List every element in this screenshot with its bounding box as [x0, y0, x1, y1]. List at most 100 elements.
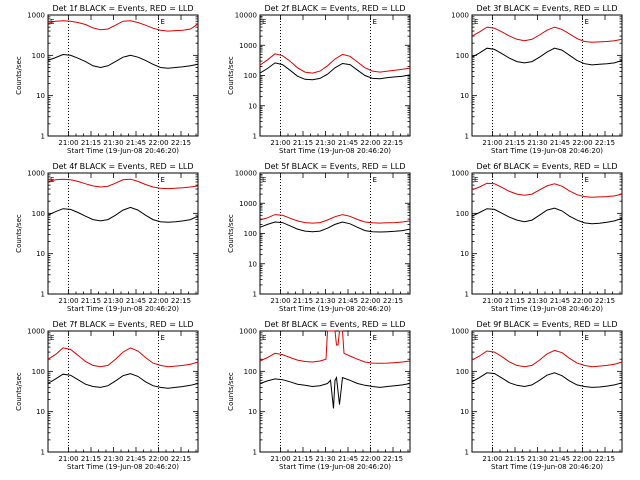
x-tick-label: 21:45 — [338, 297, 358, 305]
lld-series-line — [47, 20, 199, 32]
y-tick-label: 1 — [465, 449, 469, 457]
events-series-line — [471, 47, 623, 66]
y-tick-label: 1000 — [451, 328, 469, 336]
marker-e-label: E — [585, 176, 589, 184]
x-tick-label: 22:15 — [383, 455, 403, 463]
events-series-line — [259, 221, 411, 233]
y-tick-label: 1000 — [239, 328, 257, 336]
plot-frame — [259, 14, 411, 137]
y-tick-label: 100 — [32, 210, 45, 218]
x-tick-label: 21:45 — [550, 139, 570, 147]
x-tick-label: 22:00 — [572, 455, 592, 463]
lld-series-line — [259, 214, 411, 224]
x-tick-label: 21:15 — [81, 297, 101, 305]
marker-e-label: E — [50, 334, 54, 342]
y-axis-label: Counts/sec — [15, 56, 23, 95]
lld-series-line — [47, 178, 199, 190]
marker-e-label: E — [474, 18, 478, 26]
x-tick-label: 21:00 — [270, 455, 290, 463]
marker-e-label: E — [161, 18, 165, 26]
x-tick-label: 21:30 — [103, 455, 123, 463]
x-tick-label: 21:15 — [81, 139, 101, 147]
chart-title: Det 4f BLACK = Events, RED = LLD — [52, 162, 193, 171]
y-axis-label: Counts/sec — [227, 372, 235, 411]
x-tick-label: 21:45 — [338, 455, 358, 463]
plot-frame — [47, 330, 199, 453]
y-tick-label: 10 — [36, 250, 45, 258]
x-tick-label: 21:30 — [527, 139, 547, 147]
plot-frame — [259, 330, 411, 453]
events-series-line — [471, 207, 623, 225]
x-tick-label: 21:45 — [126, 455, 146, 463]
x-tick-label: 22:15 — [171, 139, 191, 147]
y-tick-label: 1 — [253, 449, 257, 457]
plot-frame — [47, 14, 199, 137]
y-tick-label: 10 — [248, 260, 257, 268]
y-tick-label: 10000 — [235, 12, 257, 20]
marker-e-label: E — [474, 176, 478, 184]
lld-series-line — [47, 347, 199, 368]
x-tick-label: 21:00 — [270, 297, 290, 305]
events-series-line — [47, 373, 199, 389]
chart-title: Det 8f BLACK = Events, RED = LLD — [264, 320, 405, 329]
y-tick-label: 1000 — [239, 200, 257, 208]
y-tick-label: 100 — [456, 210, 469, 218]
x-axis-label: Start Time (19-Jun-08 20:46:20) — [67, 147, 179, 155]
lld-series-line — [259, 53, 411, 74]
lld-series-line — [471, 349, 623, 368]
x-tick-label: 22:00 — [148, 139, 168, 147]
marker-e-label: E — [585, 18, 589, 26]
y-tick-label: 1 — [253, 133, 257, 141]
x-axis-label: Start Time (19-Jun-08 20:46:20) — [279, 147, 391, 155]
marker-e-label: E — [262, 334, 266, 342]
x-tick-label: 21:45 — [126, 139, 146, 147]
chart-title: Det 3f BLACK = Events, RED = LLD — [476, 4, 617, 13]
x-tick-label: 21:00 — [58, 455, 78, 463]
y-tick-label: 1000 — [239, 42, 257, 50]
x-tick-label: 21:30 — [315, 139, 335, 147]
x-tick-label: 22:00 — [572, 139, 592, 147]
events-series-line — [47, 206, 199, 223]
x-axis-label: Start Time (19-Jun-08 20:46:20) — [491, 305, 603, 313]
y-tick-label: 1 — [465, 291, 469, 299]
chart-panel-9: Det 9f BLACK = Events, RED = LLD 1 10 100 10… — [451, 320, 623, 471]
y-tick-label: 1000 — [27, 328, 45, 336]
marker-e-label: E — [585, 334, 589, 342]
marker-e-label: E — [474, 334, 478, 342]
events-series-line — [259, 62, 411, 81]
plot-frame — [47, 172, 199, 295]
y-tick-label: 1000 — [27, 12, 45, 20]
y-axis-label: Counts/sec — [227, 214, 235, 253]
x-tick-label: 21:00 — [270, 139, 290, 147]
y-tick-label: 100 — [456, 368, 469, 376]
x-tick-label: 21:45 — [550, 297, 570, 305]
chart-title: Det 2f BLACK = Events, RED = LLD — [264, 4, 405, 13]
y-tick-label: 1 — [41, 291, 45, 299]
chart-title: Det 5f BLACK = Events, RED = LLD — [264, 162, 405, 171]
x-tick-label: 21:45 — [126, 297, 146, 305]
marker-e-label: E — [161, 334, 165, 342]
x-tick-label: 22:15 — [171, 297, 191, 305]
x-tick-label: 21:30 — [103, 139, 123, 147]
y-tick-label: 1 — [253, 291, 257, 299]
y-axis-label: Counts/sec — [15, 214, 23, 253]
x-tick-label: 21:15 — [293, 455, 313, 463]
x-tick-label: 21:45 — [338, 139, 358, 147]
x-tick-label: 22:15 — [595, 455, 615, 463]
x-axis-label: Start Time (19-Jun-08 20:46:20) — [491, 463, 603, 471]
x-tick-label: 21:15 — [293, 139, 313, 147]
chart-panel-7: Det 7f BLACK = Events, RED = LLD 1 10 100 10… — [15, 320, 199, 471]
lld-series-line — [259, 330, 411, 364]
chart-panel-4: Det 4f BLACK = Events, RED = LLD 1 10 100 10… — [15, 162, 199, 313]
x-tick-label: 21:00 — [482, 297, 502, 305]
y-tick-label: 100 — [32, 52, 45, 60]
lld-series-line — [471, 182, 623, 198]
chart-panel-8: Det 8f BLACK = Events, RED = LLD 1 10 100 10… — [227, 320, 411, 471]
x-tick-label: 21:30 — [315, 297, 335, 305]
y-tick-label: 10 — [460, 250, 469, 258]
x-tick-label: 21:15 — [505, 455, 525, 463]
x-tick-label: 22:00 — [360, 297, 380, 305]
x-tick-label: 21:00 — [482, 455, 502, 463]
marker-e-label: E — [373, 18, 377, 26]
x-axis-label: Start Time (19-Jun-08 20:46:20) — [67, 463, 179, 471]
